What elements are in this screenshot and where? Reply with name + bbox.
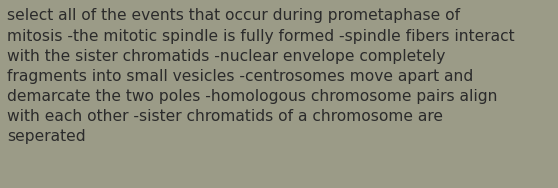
Text: select all of the events that occur during prometaphase of
mitosis -the mitotic : select all of the events that occur duri… [7, 8, 514, 144]
